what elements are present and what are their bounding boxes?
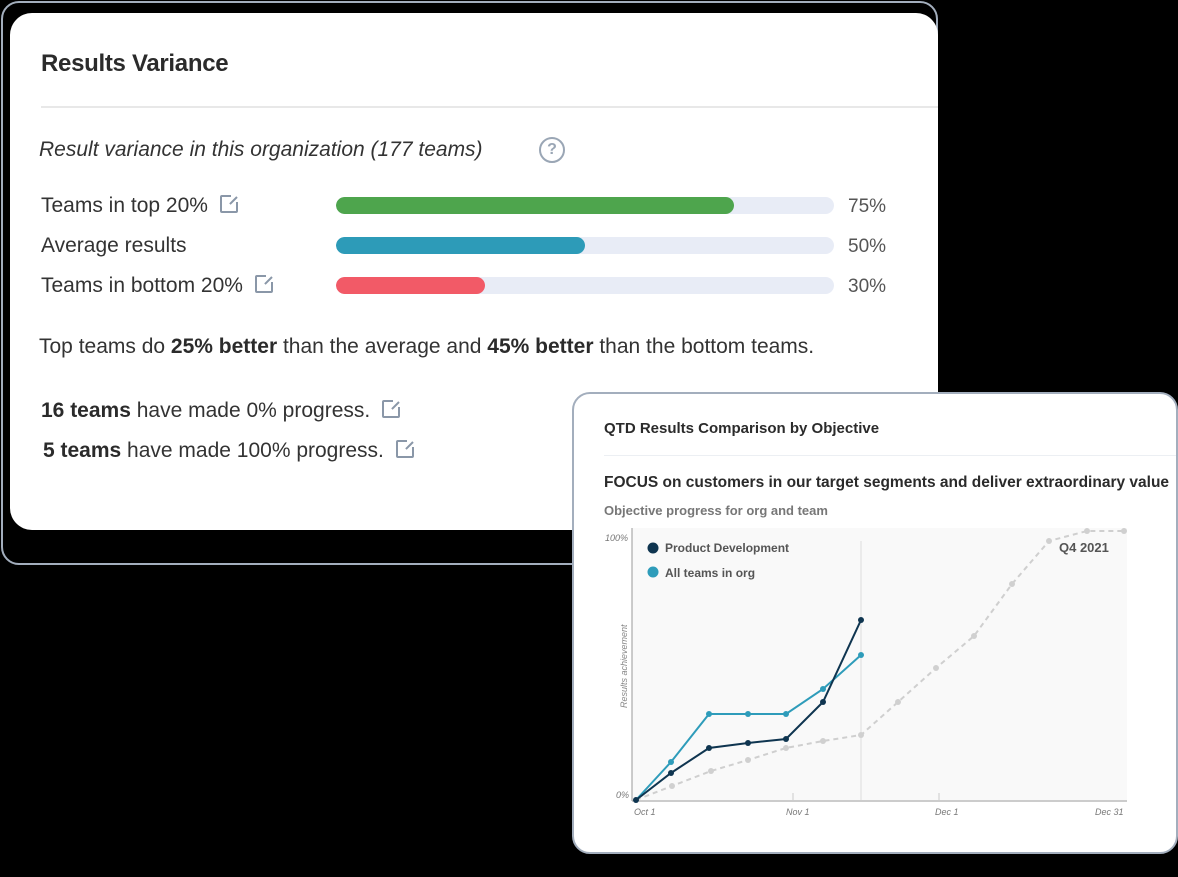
row-label-text: Average results xyxy=(41,234,187,257)
row-label-text: Teams in top 20% xyxy=(41,194,208,217)
y-tick-0: 0% xyxy=(616,790,629,800)
progress-count: 5 teams xyxy=(43,439,122,462)
bar-fill-top xyxy=(336,197,735,214)
row-label-text: Teams in bottom 20% xyxy=(41,274,243,297)
divider xyxy=(604,455,1176,456)
series-product-development xyxy=(633,617,864,803)
chart-subtitle: Objective progress for org and team xyxy=(604,503,828,518)
plot-area xyxy=(632,528,1127,800)
summary-text: Top teams do 25% better than the average… xyxy=(39,335,814,359)
bar-track-top xyxy=(336,197,834,214)
x-tick-nov1: Nov 1 xyxy=(786,807,810,817)
summary-bold-2: 45% better xyxy=(487,335,594,358)
pct-top: 75% xyxy=(848,196,887,217)
external-link-icon[interactable] xyxy=(254,275,273,294)
progress-zero-line: 16 teams have made 0% progress. xyxy=(41,399,401,423)
legend-all-teams: All teams in org xyxy=(665,566,755,580)
row-label-bottom: Teams in bottom 20% xyxy=(41,274,273,298)
progress-count: 16 teams xyxy=(41,399,131,422)
summary-middle: than the average and xyxy=(277,335,488,358)
summary-bold-1: 25% better xyxy=(170,335,278,358)
external-link-icon[interactable] xyxy=(395,440,414,459)
legend-dot-product-development xyxy=(647,542,659,554)
x-tick-dec1: Dec 1 xyxy=(935,807,959,817)
summary-suffix: than the bottom teams. xyxy=(593,335,815,358)
quarter-annotation: Q4 2021 xyxy=(1059,540,1109,555)
card-title: Results Variance xyxy=(41,50,229,77)
comparison-card-title: QTD Results Comparison by Objective xyxy=(604,420,880,437)
row-label-average: Average results xyxy=(41,234,187,258)
progress-text: have made 100% progress. xyxy=(121,439,384,462)
external-link-icon[interactable] xyxy=(382,400,401,419)
progress-text: have made 0% progress. xyxy=(130,399,371,422)
bar-fill-bottom xyxy=(336,277,486,294)
series-expected xyxy=(635,528,1127,801)
divider xyxy=(41,106,938,108)
pct-bottom: 30% xyxy=(848,276,887,297)
progress-full-line: 5 teams have made 100% progress. xyxy=(43,439,414,463)
legend-dot-all-teams xyxy=(647,566,659,578)
variance-subtitle: Result variance in this organization (17… xyxy=(39,138,483,161)
row-label-top: Teams in top 20% xyxy=(41,194,238,218)
legend-product-development: Product Development xyxy=(665,541,789,555)
y-axis-label: Results achievement xyxy=(619,624,629,708)
bar-track-bottom xyxy=(336,277,834,294)
question-circle-icon[interactable]: ? xyxy=(539,137,565,163)
x-tick-oct1: Oct 1 xyxy=(634,807,656,817)
x-tick-dec31: Dec 31 xyxy=(1095,807,1124,817)
progress-line-chart: 100% 0% Results achievement Oct 1 Nov 1 … xyxy=(605,528,1127,817)
y-tick-100: 100% xyxy=(605,533,628,543)
objective-title: FOCUS on customers in our target segment… xyxy=(604,474,1170,491)
bar-fill-average xyxy=(336,237,585,254)
pct-average: 50% xyxy=(848,236,887,257)
summary-prefix: Top teams do xyxy=(39,335,171,358)
bar-track-average xyxy=(336,237,834,254)
chart-legend: Product Development All teams in org xyxy=(647,541,789,580)
series-all-teams xyxy=(635,652,864,801)
external-link-icon[interactable] xyxy=(219,195,238,214)
